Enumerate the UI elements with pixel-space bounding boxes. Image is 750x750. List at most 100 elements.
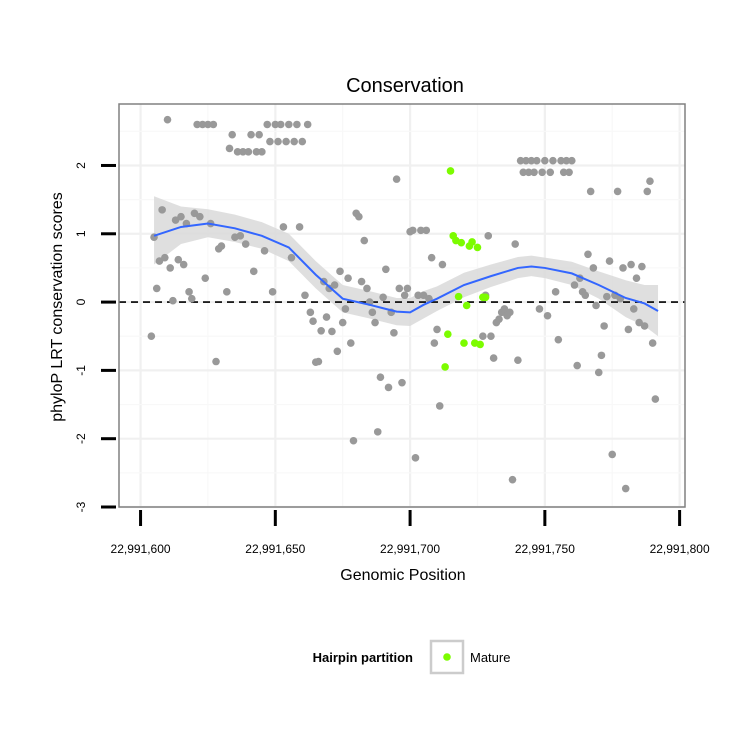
other-point (169, 296, 177, 305)
other-point (390, 329, 398, 337)
other-point (187, 294, 196, 303)
other-point (417, 226, 425, 235)
other-point (535, 305, 544, 313)
other-point (371, 318, 379, 327)
other-point (223, 288, 231, 296)
y-tick-label: 2 (74, 162, 88, 169)
other-point (430, 339, 439, 347)
legend-label-mature: Mature (470, 650, 510, 665)
other-point (147, 332, 156, 341)
other-point (419, 291, 428, 300)
other-point (196, 212, 204, 221)
mature-point (454, 292, 463, 301)
other-point (276, 120, 285, 129)
other-point (554, 335, 563, 344)
other-point (258, 148, 266, 156)
other-point (274, 137, 282, 146)
confidence-ribbon-layer (154, 196, 659, 337)
other-point (613, 187, 622, 196)
other-point (363, 284, 371, 293)
other-point (584, 250, 592, 259)
other-point (171, 216, 180, 224)
other-point (384, 383, 393, 392)
other-point (266, 137, 274, 146)
other-point (511, 240, 519, 248)
other-point (646, 177, 654, 185)
x-axis: 22,991,600 22,991,650 22,991,700 22,991,750… (111, 510, 710, 556)
legend: Hairpin partition Mature (313, 639, 510, 675)
other-point (177, 212, 185, 221)
other-point (621, 484, 630, 493)
other-point (403, 284, 412, 293)
x-tick-label: 22,991,750 (515, 542, 575, 556)
y-tick-label: -2 (74, 433, 88, 444)
other-point (632, 274, 641, 282)
other-point (198, 120, 207, 129)
smooth-line (153, 222, 659, 314)
other-point (166, 264, 175, 272)
other-point (603, 292, 611, 301)
mature-point (462, 301, 471, 310)
other-point (549, 156, 557, 165)
other-point (271, 120, 280, 129)
other-point (282, 137, 290, 146)
other-point (293, 120, 301, 129)
y-axis: -3 -2 -1 0 1 2 (74, 162, 116, 512)
other-point (268, 288, 277, 296)
other-point (594, 368, 603, 377)
mature-point (446, 167, 455, 175)
other-point (627, 260, 635, 269)
other-point (382, 265, 390, 274)
other-point (530, 168, 538, 177)
x-tick-label: 22,991,650 (245, 542, 305, 556)
other-point (287, 253, 296, 262)
other-point (427, 253, 436, 262)
other-point (239, 148, 247, 156)
other-point (209, 120, 218, 129)
other-point (190, 209, 199, 218)
other-point (408, 226, 417, 235)
other-point (514, 356, 522, 364)
other-point (435, 402, 444, 410)
y-tick-label: -1 (74, 365, 88, 376)
other-point (586, 187, 595, 196)
other-point (376, 373, 385, 382)
other-point (355, 212, 363, 221)
other-point (241, 240, 250, 248)
other-point (322, 313, 331, 321)
other-point (252, 148, 261, 156)
other-point (479, 332, 487, 341)
other-point (543, 311, 552, 320)
other-point (357, 277, 366, 286)
mature-points (441, 167, 490, 371)
other-point (400, 291, 409, 300)
other-point (487, 332, 495, 341)
other-point (225, 144, 234, 153)
legend-mature-swatch (443, 653, 451, 661)
other-point (573, 361, 581, 370)
other-point (338, 318, 347, 327)
other-point (328, 327, 336, 336)
other-point (346, 339, 355, 347)
other-point (247, 130, 255, 139)
other-point (309, 317, 317, 326)
other-point (303, 120, 312, 129)
other-point (379, 293, 387, 302)
other-point (581, 291, 590, 300)
smooth-line-layer (153, 222, 659, 314)
other-point (557, 156, 565, 165)
other-point (489, 354, 498, 362)
other-point (597, 351, 606, 360)
other-point (608, 450, 617, 459)
other-point (185, 288, 193, 296)
panel-border (118, 103, 686, 508)
other-point (433, 325, 441, 334)
other-point (411, 454, 420, 462)
other-point (624, 325, 633, 334)
other-point (344, 274, 352, 282)
other-points (147, 115, 660, 493)
chart-title: Conservation (346, 75, 464, 97)
other-point (217, 242, 226, 250)
confidence-ribbon (154, 196, 659, 337)
